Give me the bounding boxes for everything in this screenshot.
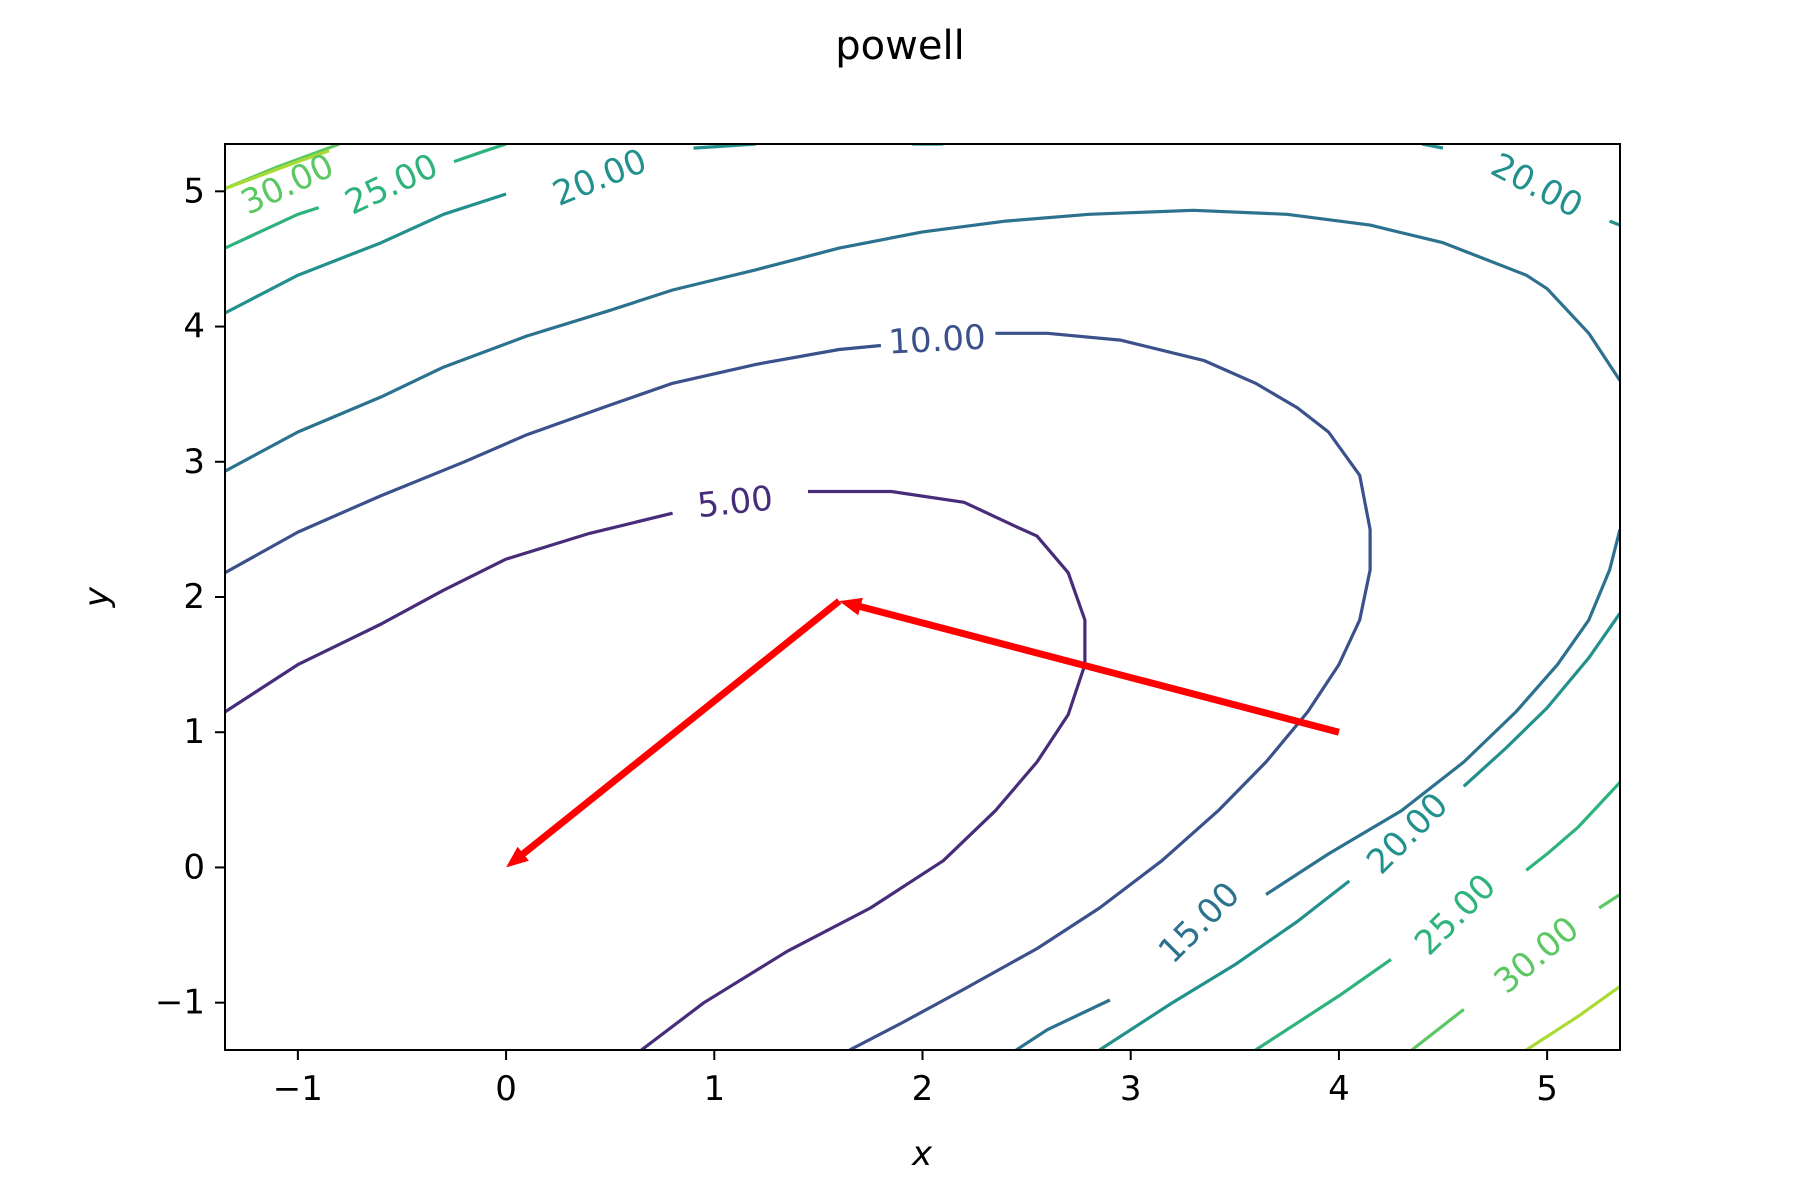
- path-step-2-line: [517, 598, 842, 859]
- contour-line-5-0: [225, 511, 673, 714]
- contour-line-25-0: [225, 206, 320, 250]
- optimization-path: [506, 597, 1340, 868]
- y-tick-label: 3: [183, 442, 205, 482]
- contour-label-20-4: 20.00: [1484, 145, 1589, 226]
- x-axis: −1 0 1 2 3 4 5: [273, 1050, 1558, 1109]
- x-tick-label: 1: [703, 1069, 725, 1109]
- contour-label-15-2: 15.00: [1151, 874, 1248, 971]
- y-tick-label: 4: [183, 307, 205, 347]
- contour-label-30-8: 30.00: [235, 146, 340, 223]
- contour-label-30-9: 30.00: [1487, 909, 1587, 1002]
- chart-title: powell: [835, 23, 964, 69]
- contour-line-10-1: [848, 331, 1372, 1050]
- contour-line-35-1: [1525, 985, 1620, 1050]
- y-axis-label: y: [77, 586, 117, 608]
- contour-label-10-1: 10.00: [887, 318, 986, 363]
- y-tick-label: 2: [183, 577, 205, 617]
- y-tick-label: 5: [183, 171, 205, 211]
- path-step-1-line: [855, 602, 1340, 736]
- y-tick-label: 0: [183, 847, 205, 887]
- contour-label-20-3: 20.00: [547, 141, 652, 215]
- contour-lines: [225, 144, 1620, 1050]
- contour-label-25-7: 25.00: [1407, 866, 1504, 963]
- x-tick-label: 0: [495, 1069, 517, 1109]
- contour-line-30-2: [1410, 1008, 1465, 1050]
- y-axis: −1 0 1 2 3 4 5: [155, 171, 225, 1023]
- contour-line-10-0: [225, 343, 882, 575]
- contour-line-20-6: [1098, 879, 1351, 1050]
- contour-line-30-1: [1598, 893, 1620, 910]
- contour-line-15-0: [225, 208, 1620, 473]
- x-tick-label: −1: [273, 1069, 323, 1109]
- contour-line-25-3: [1254, 958, 1392, 1050]
- contour-line-20-5: [1462, 612, 1620, 788]
- x-tick-label: 4: [1328, 1069, 1350, 1109]
- path-step-2-arrowhead: [506, 846, 529, 868]
- contour-line-25-1: [453, 144, 507, 164]
- y-tick-label: 1: [183, 712, 205, 752]
- x-tick-label: 2: [912, 1069, 934, 1109]
- contour-label-5-0: 5.00: [695, 478, 774, 526]
- y-tick-label: −1: [155, 983, 205, 1023]
- x-axis-label: x: [911, 1134, 933, 1174]
- x-tick-label: 5: [1536, 1069, 1558, 1109]
- contour-label-20-5: 20.00: [1359, 785, 1456, 882]
- contour-line-15-2: [1015, 998, 1111, 1050]
- contour-line-20-4: [1609, 219, 1620, 227]
- contour-label-25-6: 25.00: [339, 146, 444, 223]
- contour-line-20-0: [225, 192, 507, 315]
- contour-line-35-0: [225, 149, 330, 191]
- contour-line-15-1: [1265, 529, 1620, 896]
- contour-line-5-1: [640, 489, 1087, 1050]
- x-tick-label: 3: [1120, 1069, 1142, 1109]
- path-step-1-arrowhead: [839, 597, 863, 616]
- contour-line-25-2: [1525, 781, 1620, 872]
